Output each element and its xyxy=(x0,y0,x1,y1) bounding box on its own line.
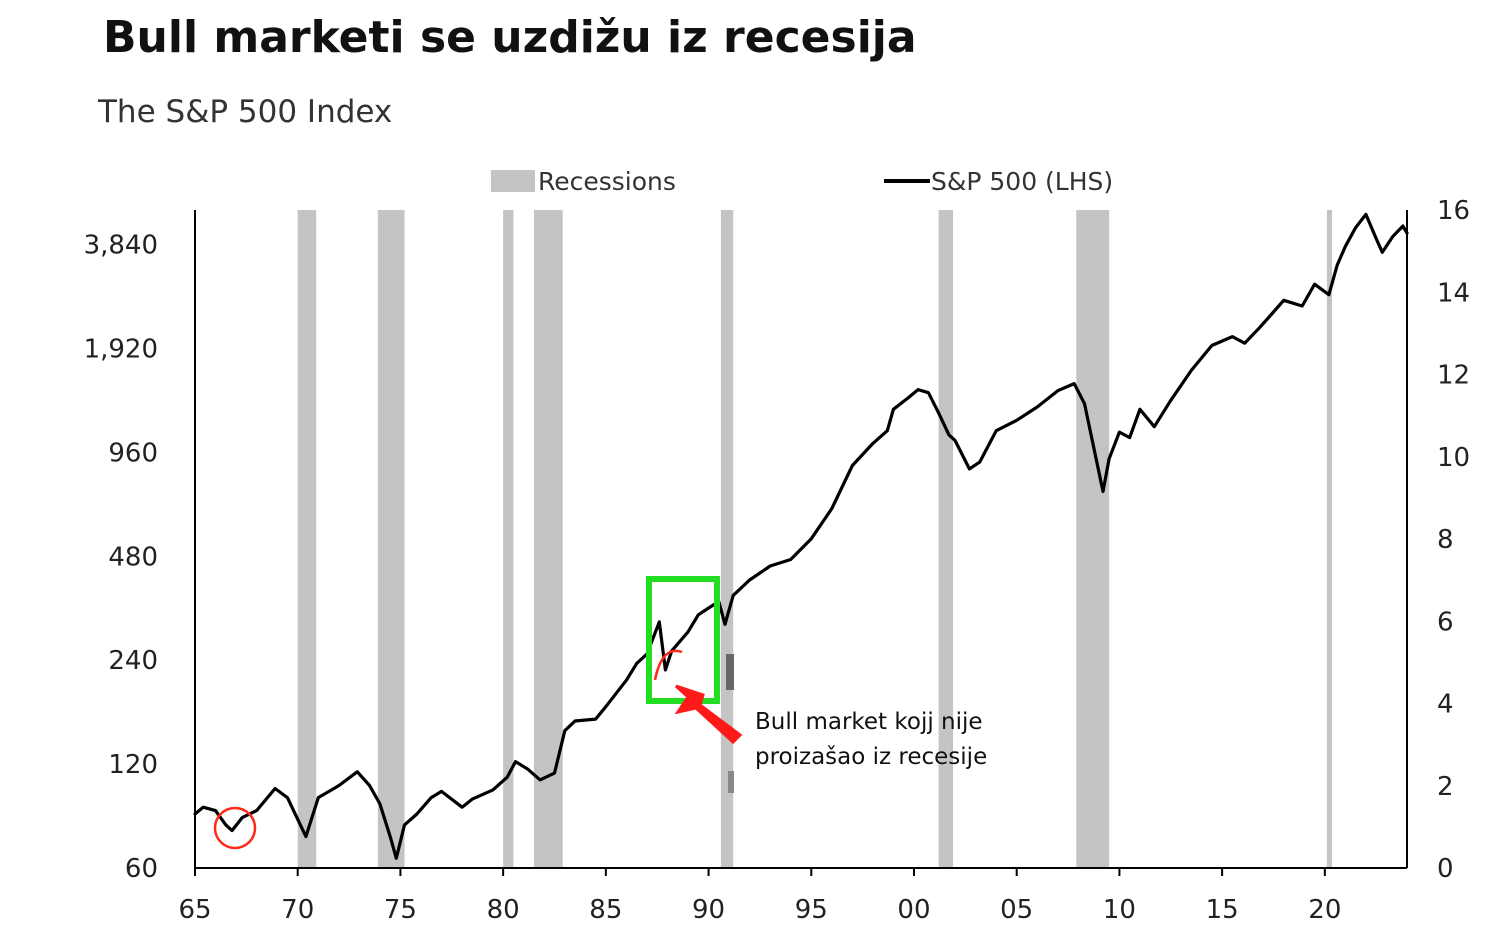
y-right-tick-label: 14 xyxy=(1437,278,1470,308)
x-tick-label: 75 xyxy=(384,895,417,925)
x-tick-label: 00 xyxy=(897,895,930,925)
annotation-dark-mark-1 xyxy=(726,654,734,690)
x-tick-label: 05 xyxy=(1000,895,1033,925)
x-tick-label: 80 xyxy=(487,895,520,925)
legend: Recessions S&P 500 (LHS) xyxy=(491,167,1113,196)
annotation-text-line-2: proizašao iz recesije xyxy=(755,744,987,770)
x-tick-label: 85 xyxy=(589,895,622,925)
axes xyxy=(194,210,1408,869)
y-left-tick-label: 3,840 xyxy=(84,231,158,261)
x-tick-label: 90 xyxy=(692,895,725,925)
annotation-red-scribble xyxy=(653,649,683,681)
y-left-tick-label: 120 xyxy=(108,750,158,780)
recession-band-2 xyxy=(503,210,514,868)
recession-band-6 xyxy=(1076,210,1110,868)
legend-recession-swatch xyxy=(491,170,535,192)
recession-band-4 xyxy=(720,210,734,868)
recession-band-0 xyxy=(297,210,317,868)
x-tick-label: 15 xyxy=(1206,895,1239,925)
series-layer xyxy=(193,212,1409,860)
x-tick-label: 65 xyxy=(178,895,211,925)
chart-title: Bull marketi se uzdižu iz recesija xyxy=(103,12,917,63)
y-left-tick-label: 480 xyxy=(108,542,158,572)
x-tick-label: 10 xyxy=(1103,895,1136,925)
y-left-tick-label: 60 xyxy=(125,854,158,884)
annotation-text-line-1: Bull market kojj nije xyxy=(755,709,983,735)
y-left-tick-label: 240 xyxy=(108,646,158,676)
y-right-axis-ticks: 0 2 4 6 8 10 12 14 16 xyxy=(1437,196,1470,884)
recession-band-1 xyxy=(377,210,405,868)
annotation-red-arrow xyxy=(674,684,743,745)
legend-recessions-label: Recessions xyxy=(538,167,676,196)
y-right-tick-label: 10 xyxy=(1437,443,1470,473)
chart-subtitle: The S&P 500 Index xyxy=(98,94,393,130)
y-right-tick-label: 0 xyxy=(1437,854,1454,884)
y-right-tick-label: 4 xyxy=(1437,690,1454,720)
y-right-tick-label: 2 xyxy=(1437,772,1454,802)
y-left-axis-ticks: 60 120 240 480 960 1,920 3,840 xyxy=(84,231,158,884)
x-tick-label: 95 xyxy=(795,895,828,925)
recession-band-3 xyxy=(533,210,563,868)
y-right-tick-label: 16 xyxy=(1437,196,1470,226)
recession-band-5 xyxy=(938,210,954,868)
y-right-tick-label: 12 xyxy=(1437,361,1470,391)
x-tick-label: 70 xyxy=(281,895,314,925)
legend-series-label: S&P 500 (LHS) xyxy=(931,167,1113,196)
annotation-dark-mark-2 xyxy=(728,771,734,793)
y-right-tick-label: 6 xyxy=(1437,607,1454,637)
y-right-tick-label: 8 xyxy=(1437,525,1454,555)
series-line-sp500 xyxy=(193,212,1409,860)
annotation-green-highlight-box xyxy=(646,576,720,704)
annotations: Bull market kojj nije proizašao iz reces… xyxy=(213,576,987,850)
annotation-red-circle-1966 xyxy=(213,806,257,850)
x-tick-label: 20 xyxy=(1308,895,1341,925)
y-left-tick-label: 960 xyxy=(108,438,158,468)
x-axis-ticks: 65 70 75 80 85 90 95 00 05 10 15 20 xyxy=(178,868,1341,925)
y-left-tick-label: 1,920 xyxy=(84,335,158,365)
recession-band-7 xyxy=(1326,210,1333,868)
